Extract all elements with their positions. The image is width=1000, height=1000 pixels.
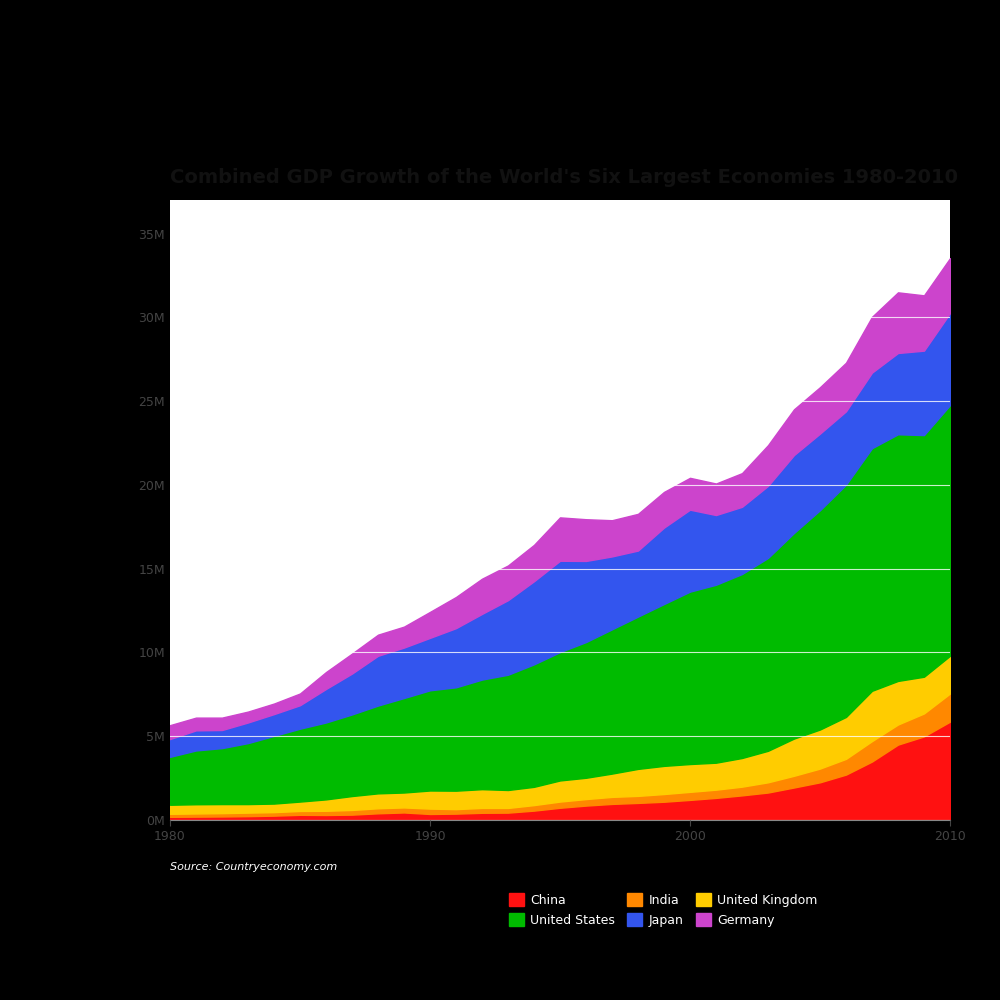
- Text: Combined GDP Growth of the World's Six Largest Economies 1980-2010: Combined GDP Growth of the World's Six L…: [170, 168, 958, 187]
- Legend: China, United States, India, Japan, United Kingdom, Germany: China, United States, India, Japan, Unit…: [504, 888, 823, 932]
- Text: Source: Countryeconomy.com: Source: Countryeconomy.com: [170, 862, 337, 872]
